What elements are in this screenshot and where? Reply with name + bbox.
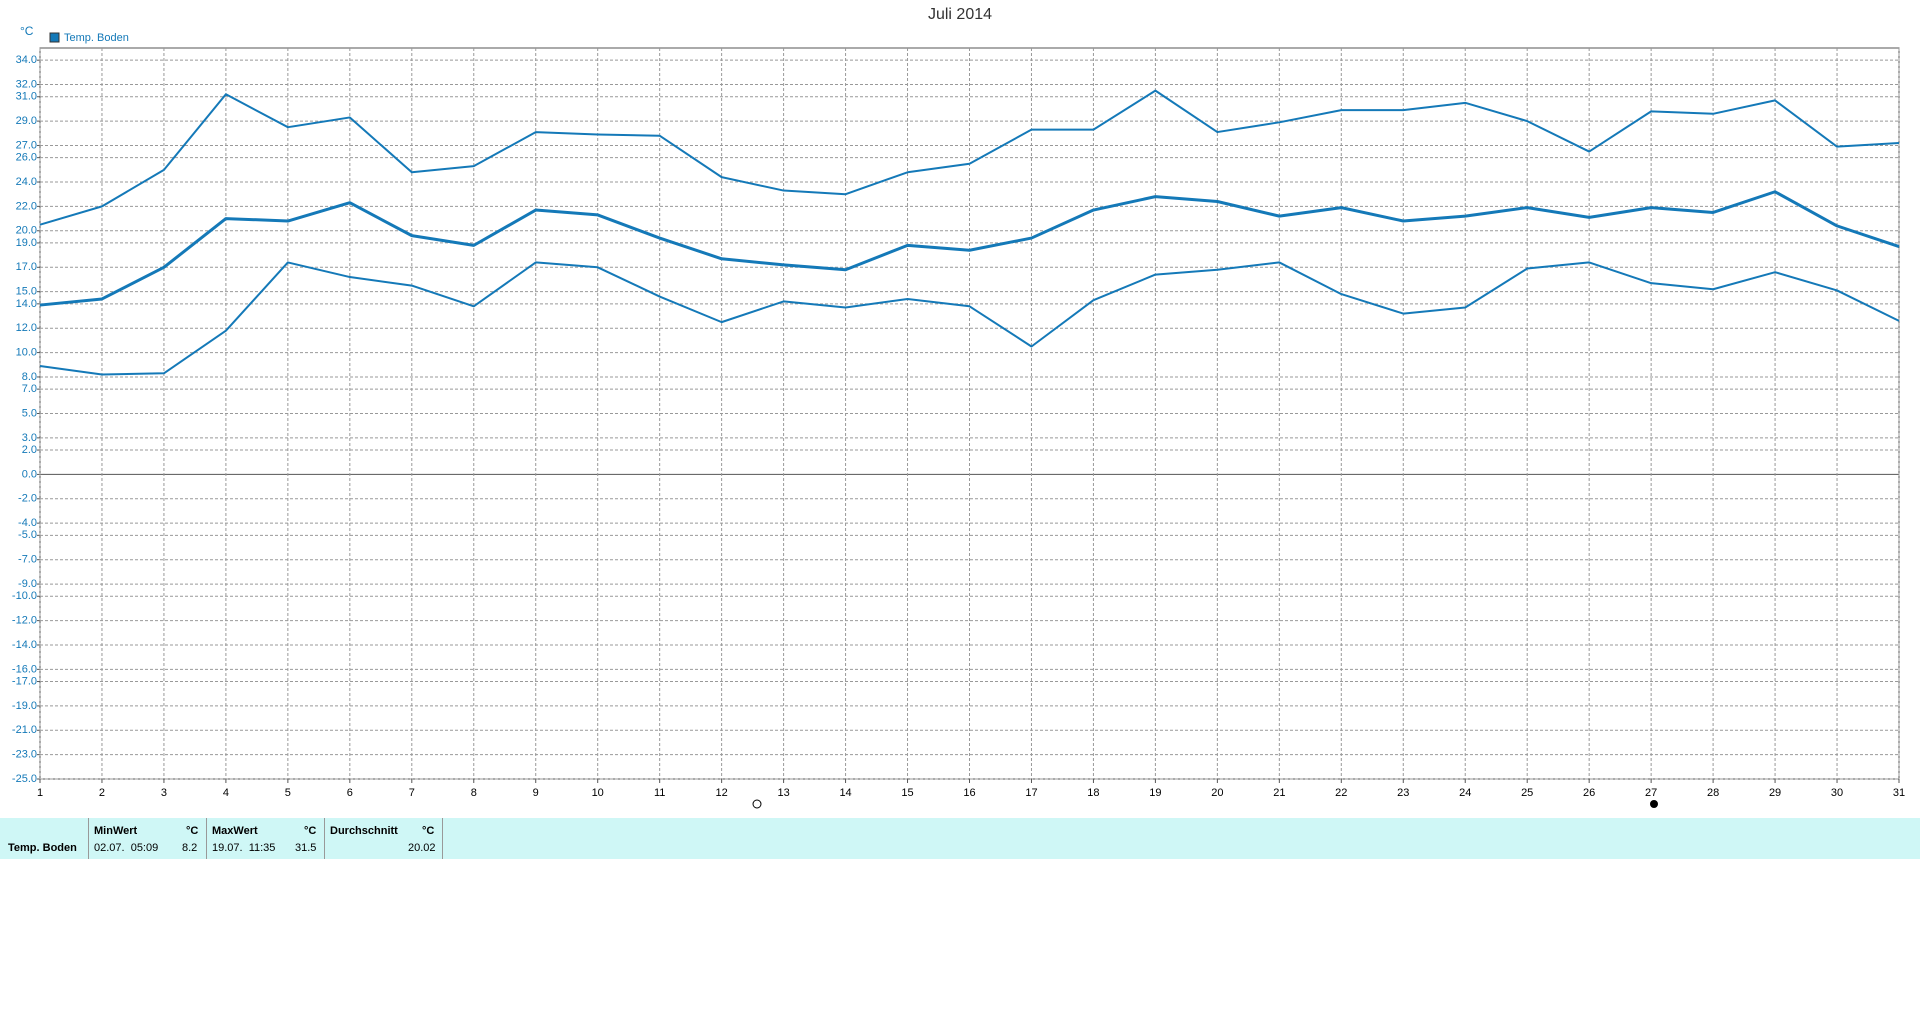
y-tick-label: 29.0 [16,115,37,127]
x-tick-label: 30 [1831,787,1843,799]
y-tick-label: 2.0 [22,444,37,456]
x-tick-label: 10 [592,787,604,799]
x-tick-label: 21 [1273,787,1285,799]
y-tick-label: -2.0 [18,493,37,505]
header: MaxWert [212,825,258,837]
x-tick-label: 14 [839,787,851,799]
cell: 20.02 [408,842,436,854]
legend-label: Temp. Boden [64,32,129,44]
header: °C [422,825,435,837]
y-tick-label: 15.0 [16,286,37,298]
y-tick-label: 26.0 [16,152,37,164]
x-tick-label: 31 [1893,787,1905,799]
page: Juli 2014 °C Temp. Boden 34.0 32.0 31.0 29.… [0,6,1920,859]
y-tick-label: -21.0 [12,724,37,736]
x-tick-label: 3 [161,787,167,799]
y-tick-label: 5.0 [22,407,37,419]
x-tick-label: 26 [1583,787,1595,799]
y-tick-label: 20.0 [16,225,37,237]
cell: 02.07. 05:09 [94,842,159,854]
x-tick-label: 28 [1707,787,1719,799]
stats-table: Temp. Boden MinWert °C MaxWert °C Durchs… [0,818,1920,859]
y-tick-label: -23.0 [12,749,37,761]
x-tick-label: 11 [654,787,665,799]
y-tick-label: -10.0 [12,590,37,602]
y-tick-label: 19.0 [16,237,37,249]
chart-title: Juli 2014 [928,6,992,23]
y-tick-label: 7.0 [22,383,37,395]
y-tick-label: -17.0 [12,675,37,687]
x-tick-label: 8 [471,787,477,799]
header: °C [186,825,199,837]
row-label: Temp. Boden [8,842,77,854]
x-tick-label: 29 [1769,787,1781,799]
moon-icon [1650,800,1658,808]
x-tick-label: 2 [99,787,105,799]
y-tick-label: -16.0 [12,663,37,675]
x-tick-label: 24 [1459,787,1471,799]
y-unit: °C [20,24,34,38]
y-tick-label: 32.0 [16,78,37,90]
header: Durchschnitt [330,825,398,837]
y-tick-label: 34.0 [16,54,37,66]
x-tick-label: 23 [1397,787,1409,799]
y-tick-label: 27.0 [16,139,37,151]
x-tick-label: 19 [1149,787,1161,799]
y-tick-label: -14.0 [12,639,37,651]
x-tick-label: 22 [1335,787,1347,799]
y-tick-label: -4.0 [18,517,37,529]
y-tick-label: 14.0 [16,298,37,310]
data-line [39,190,1900,307]
y-tick-label: 31.0 [16,91,37,103]
y-tick-label: -19.0 [12,700,37,712]
cell: 19.07. 11:35 [212,842,276,854]
x-tick-label: 27 [1645,787,1657,799]
y-tick-label: 24.0 [16,176,37,188]
y-tick-label: -7.0 [18,554,37,566]
x-tick-label: 17 [1025,787,1037,799]
x-tick-label: 12 [716,787,728,799]
moon-icon [752,799,762,809]
x-tick-label: 18 [1087,787,1099,799]
y-tick-label: -25.0 [12,773,37,785]
y-tick-label: -5.0 [18,529,37,541]
y-tick-label: -9.0 [18,578,37,590]
y-tick-label: 17.0 [16,261,37,273]
legend-swatch [49,32,60,43]
x-tick-label: 16 [963,787,975,799]
y-tick-label: 3.0 [22,432,37,444]
x-tick-label: 20 [1211,787,1223,799]
x-tick-label: 7 [409,787,415,799]
y-tick-label: 10.0 [16,346,37,358]
x-tick-label: 1 [37,787,43,799]
x-tick-label: 25 [1521,787,1533,799]
data-line [39,89,1900,226]
header: °C [304,825,317,837]
y-tick-label: 12.0 [16,322,37,334]
cell: 31.5 [295,842,317,854]
cell: 8.2 [182,842,198,854]
x-tick-label: 9 [533,787,539,799]
x-tick-label: 5 [285,787,291,799]
y-tick-label: 8.0 [22,371,37,383]
chart: Juli 2014 °C Temp. Boden 34.032.031.029.… [12,6,1905,809]
header: MinWert [94,825,138,837]
x-tick-label: 15 [901,787,913,799]
y-tick-label: -12.0 [12,615,37,627]
y-tick-label: 0.0 [22,468,37,480]
x-tick-label: 13 [777,787,789,799]
x-tick-label: 4 [223,787,229,799]
x-tick-label: 6 [347,787,353,799]
y-tick-label: 22.0 [16,200,37,212]
data-line [39,261,1900,376]
